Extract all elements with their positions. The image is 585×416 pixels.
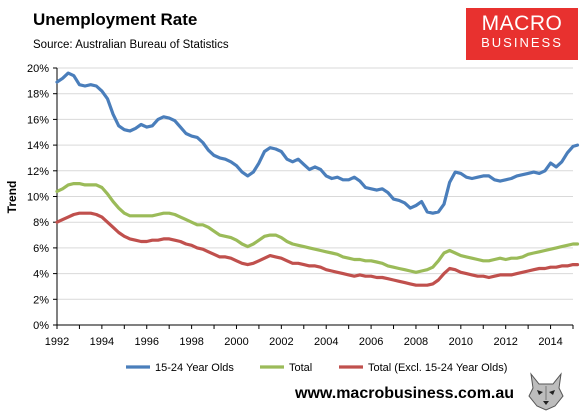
x-tick-label: 1994 xyxy=(90,336,114,348)
x-tick-label: 2008 xyxy=(404,336,428,348)
y-tick-label: 6% xyxy=(33,243,49,255)
chart-source: Source: Australian Bureau of Statistics xyxy=(33,39,229,51)
y-axis-title: Trend xyxy=(5,181,19,214)
y-tick-label: 14% xyxy=(27,140,49,152)
legend-label-1: 15-24 Year Olds xyxy=(155,362,234,374)
brand-name-line2: BUSINESS xyxy=(481,35,563,50)
axes xyxy=(53,67,574,329)
macrobusiness-logo[interactable]: MACRO BUSINESS xyxy=(466,8,578,60)
y-tick-label: 0% xyxy=(33,320,49,332)
y-tick-label: 2% xyxy=(33,294,49,306)
x-tick-label: 1998 xyxy=(179,336,203,348)
legend-label-2: Total xyxy=(289,362,312,374)
legend: 15-24 Year Olds Total Total (Excl. 15-24 Y… xyxy=(126,362,507,374)
legend-label-3: Total (Excl. 15-24 Year Olds) xyxy=(368,362,507,374)
chart-title: Unemployment Rate xyxy=(33,10,198,29)
x-tick-label: 2010 xyxy=(449,336,473,348)
y-tick-label: 20% xyxy=(27,63,49,75)
y-tick-label: 4% xyxy=(33,269,49,281)
x-tick-label: 2006 xyxy=(359,336,383,348)
wolf-logo-icon xyxy=(528,372,564,411)
x-tick-label: 2012 xyxy=(493,336,517,348)
x-axis-tick-labels: 1992 1994 1996 1998 2000 2002 2004 2006 2008 2010… xyxy=(45,336,563,348)
x-tick-label: 2014 xyxy=(538,336,562,348)
x-tick-label: 1996 xyxy=(134,336,158,348)
y-axis-tick-labels: 0% 2% 4% 6% 8% 10% 12% 14% 16% 18% 20% xyxy=(27,63,49,332)
y-tick-label: 16% xyxy=(27,114,49,126)
x-tick-label: 2002 xyxy=(269,336,293,348)
y-tick-label: 12% xyxy=(27,166,49,178)
x-tick-label: 1992 xyxy=(45,336,69,348)
series-line-2 xyxy=(55,182,580,274)
series-lines xyxy=(55,71,580,287)
brand-name-line1: MACRO xyxy=(481,12,563,35)
website-url[interactable]: www.macrobusiness.com.au xyxy=(295,385,515,402)
series-line-1 xyxy=(55,71,580,215)
y-tick-label: 18% xyxy=(27,89,49,101)
y-tick-label: 8% xyxy=(33,217,49,229)
gridlines xyxy=(57,67,573,326)
series-line-3 xyxy=(55,211,580,287)
x-tick-label: 2004 xyxy=(314,336,338,348)
x-tick-label: 2000 xyxy=(224,336,248,348)
y-tick-label: 10% xyxy=(27,192,49,204)
